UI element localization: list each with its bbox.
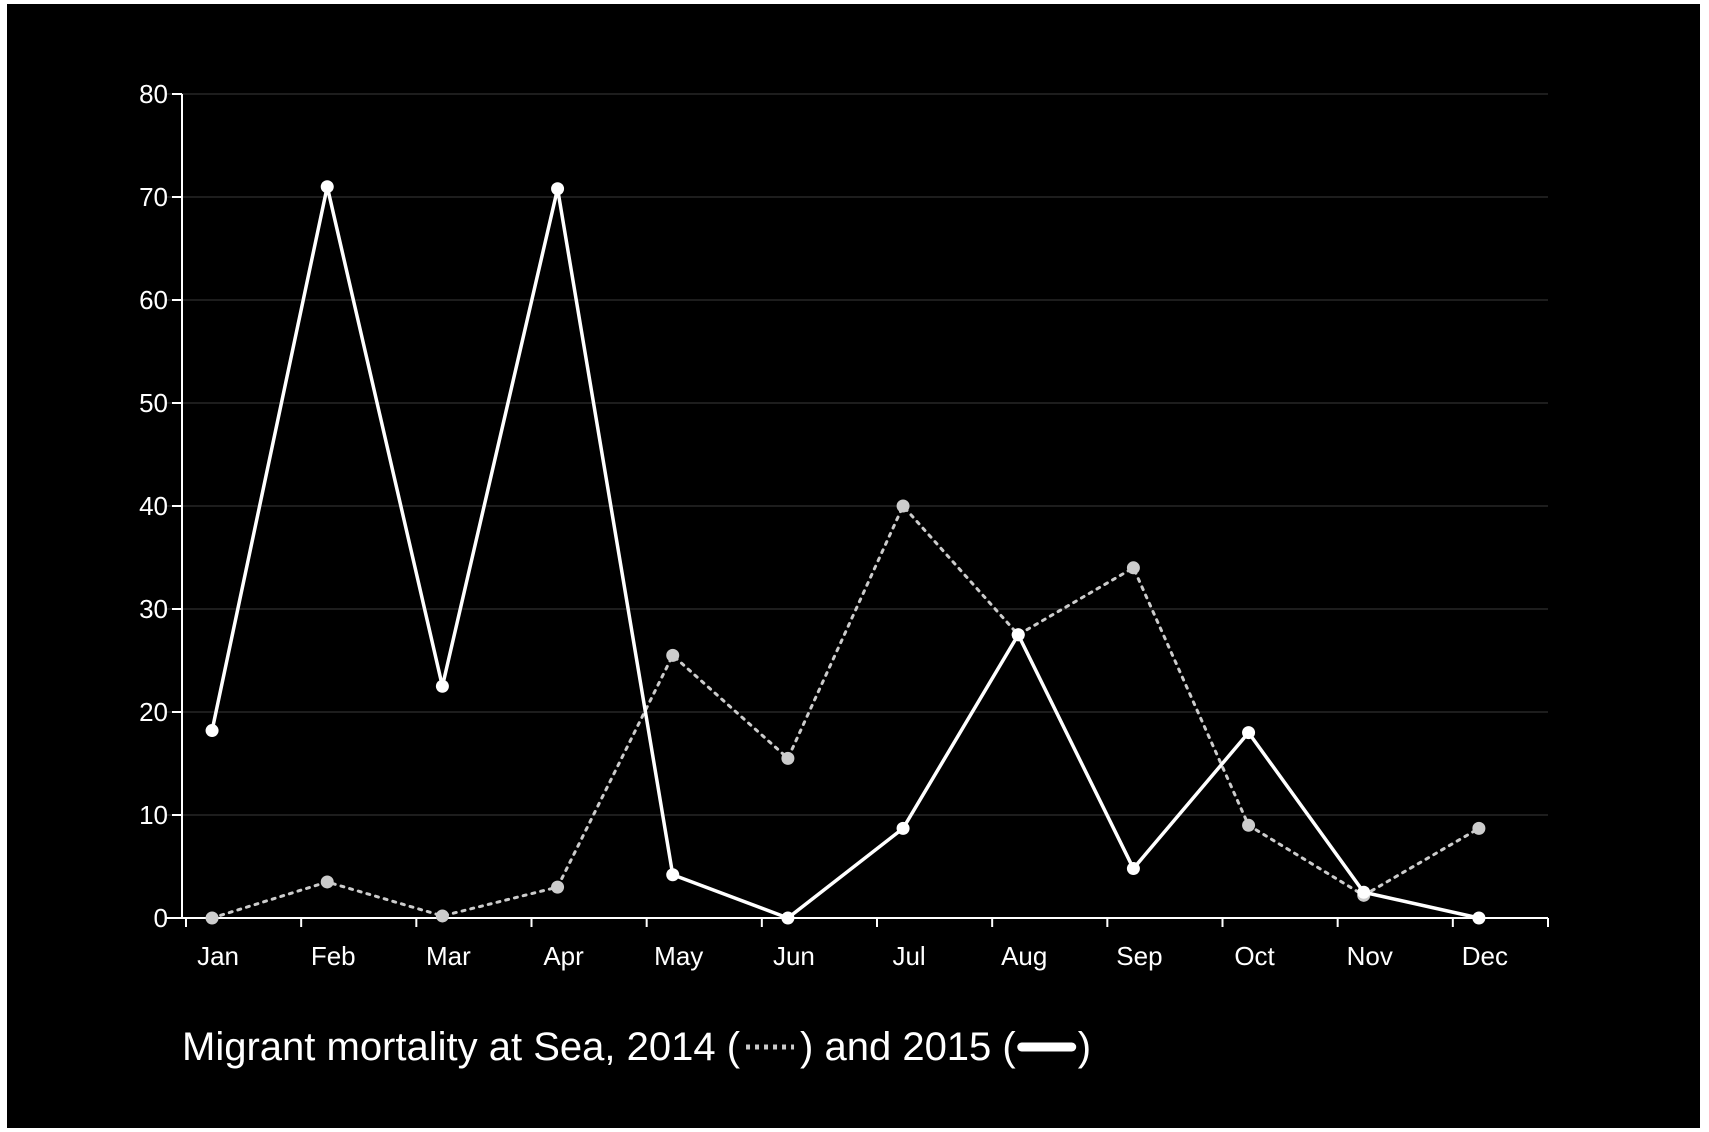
point-2014-may	[666, 648, 680, 662]
y-tick-label-40: 40	[139, 491, 168, 521]
point-2015-jun	[781, 911, 795, 925]
point-2014-feb	[320, 875, 334, 889]
point-2015-may	[666, 868, 680, 882]
point-2015-nov	[1357, 885, 1371, 899]
series-line-2014	[210, 504, 1481, 920]
point-2014-sep	[1126, 561, 1140, 575]
chart-caption: Migrant mortality at Sea, 2014 ( ) and 2…	[182, 1025, 1091, 1069]
x-tick-label-oct: Oct	[1234, 941, 1275, 971]
x-tick-label-mar: Mar	[426, 941, 471, 971]
caption-middle-text: ) and 2015 (	[800, 1025, 1016, 1069]
series-line-2015	[210, 184, 1480, 920]
point-2014-jun	[781, 751, 795, 765]
point-2014-jan	[205, 911, 219, 925]
grid-lines	[166, 93, 1548, 816]
y-tick-label-80: 80	[139, 79, 168, 109]
x-tick-label-jun: Jun	[773, 941, 815, 971]
series-2015	[205, 180, 1486, 925]
y-tick-label-30: 30	[139, 594, 168, 624]
point-2014-apr	[551, 880, 565, 894]
x-tick-label-apr: Apr	[543, 941, 584, 971]
y-axis-ticks: 0 10 20 30 40 50 60 70 80	[139, 79, 182, 933]
point-2015-oct	[1242, 726, 1256, 740]
x-tick-label-jan: Jan	[197, 941, 239, 971]
caption-prefix-text: Migrant mortality at Sea, 2014 (	[182, 1025, 741, 1069]
y-tick-label-60: 60	[139, 285, 168, 315]
x-tick-label-dec: Dec	[1462, 941, 1508, 971]
point-2015-sep	[1126, 862, 1140, 876]
x-tick-label-sep: Sep	[1116, 941, 1162, 971]
point-2015-aug	[1011, 628, 1025, 642]
caption-suffix-text: )	[1078, 1025, 1091, 1069]
point-2014-dec	[1472, 821, 1486, 835]
point-2015-jan	[205, 724, 219, 738]
point-2015-feb	[320, 180, 334, 194]
point-2014-mar	[435, 909, 449, 923]
point-2015-mar	[435, 679, 449, 693]
point-2014-oct	[1242, 818, 1256, 832]
x-tick-label-aug: Aug	[1001, 941, 1047, 971]
y-tick-label-50: 50	[139, 388, 168, 418]
x-tick-label-jul: Jul	[892, 941, 925, 971]
x-tick-label-feb: Feb	[311, 941, 356, 971]
series-2014	[205, 499, 1486, 925]
series-layer	[205, 180, 1486, 925]
point-2015-dec	[1472, 911, 1486, 925]
y-tick-label-70: 70	[139, 182, 168, 212]
chart-frame	[7, 4, 1700, 1128]
point-2015-apr	[551, 182, 565, 196]
point-2014-jul	[896, 499, 910, 513]
y-tick-label-20: 20	[139, 697, 168, 727]
point-2015-jul	[896, 821, 910, 835]
y-tick-label-0: 0	[154, 903, 168, 933]
x-axis-ticks: Jan Feb Mar Apr May Jun Jul Aug Sep Oct Nov Dec	[185, 918, 1549, 971]
x-tick-label-may: May	[654, 941, 703, 971]
x-tick-label-nov: Nov	[1347, 941, 1393, 971]
y-tick-label-10: 10	[139, 800, 168, 830]
